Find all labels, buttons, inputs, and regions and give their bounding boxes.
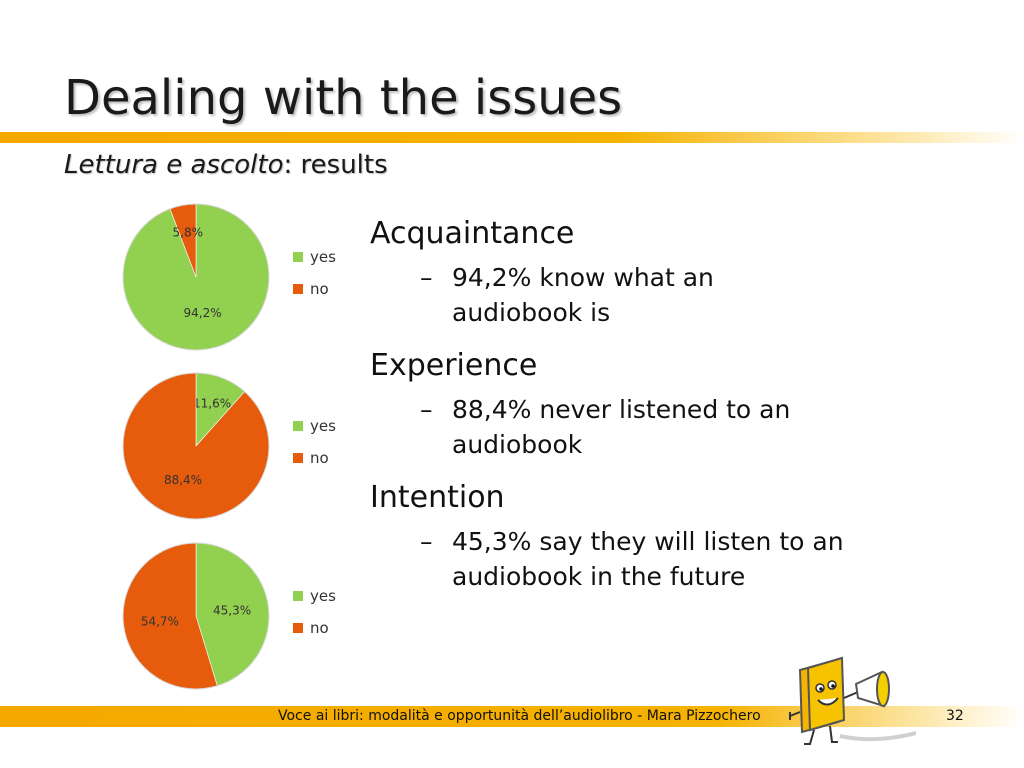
legend-swatch-no [293,623,303,633]
bullet-heading-intention: Intention [370,480,505,515]
pie-data-label: 88,4% [164,473,202,487]
bullet-detail-acquaintance: – 94,2% know what an audiobook is [370,260,882,330]
footer-text: Voce ai libri: modalità e opportunità de… [278,708,761,724]
pie-outline [122,372,270,520]
legend-label-yes: yes [310,417,336,435]
pie-data-label: 45,3% [213,604,251,618]
bullet-detail-line1: 45,3% say they will listen to an [452,527,844,556]
pie-svg: 11,6% 88,4% yes no [122,372,336,520]
bullet-list: Acquaintance – 94,2% know what an audiob… [370,216,930,612]
page-number: 32 [946,708,964,724]
legend-label-yes: yes [310,587,336,605]
pie-data-label: 54,7% [141,614,179,628]
footer-bar [0,706,1024,727]
slide-title: Dealing with the issues [64,70,623,126]
legend-swatch-yes [293,421,303,431]
legend-label-no: no [310,280,329,298]
slide-subtitle: Lettura e ascolto: results [64,150,388,180]
pie-outline [122,542,270,690]
pie-svg: 94,2% 5,8% yes no [122,203,336,351]
title-underline-bar [0,132,1024,143]
subtitle-italic: Lettura e ascolto [64,150,284,180]
bullet-heading-experience: Experience [370,348,538,383]
pie-data-label: 11,6% [193,397,231,411]
bullet-detail-line2: audiobook in the future [452,562,746,591]
dash-bullet: – [420,263,433,292]
bullet-heading-acquaintance: Acquaintance [370,216,575,251]
pie-chart-acquaintance: 94,2% 5,8% yes no [118,200,358,356]
pie-slice-no [122,372,270,520]
pie-chart-experience: 11,6% 88,4% yes no [118,369,358,525]
legend-swatch-yes [293,252,303,262]
pie-data-label: 94,2% [184,306,222,320]
bullet-detail-line1: 88,4% never listened to an [452,395,791,424]
dash-bullet: – [420,527,433,556]
bullet-detail-line1: 94,2% know what an [452,263,714,292]
subtitle-rest: : results [283,150,388,180]
bullet-detail-line2: audiobook is [452,298,611,327]
bullet-detail-line2: audiobook [452,430,583,459]
legend-swatch-no [293,453,303,463]
legend-label-yes: yes [310,248,336,266]
legend-label-no: no [310,619,329,637]
pie-data-label: 5,8% [173,226,204,240]
bullet-detail-intention: – 45,3% say they will listen to an audio… [370,524,882,594]
pie-outline [122,203,270,351]
legend-swatch-yes [293,591,303,601]
legend-swatch-no [293,284,303,294]
dash-bullet: – [420,395,433,424]
bullet-detail-experience: – 88,4% never listened to an audiobook [370,392,882,462]
legend-label-no: no [310,449,329,467]
pie-chart-intention: 45,3% 54,7% yes no [118,539,358,695]
book-megaphone-mascot-icon [789,656,916,745]
pie-svg: 45,3% 54,7% yes no [122,542,336,690]
